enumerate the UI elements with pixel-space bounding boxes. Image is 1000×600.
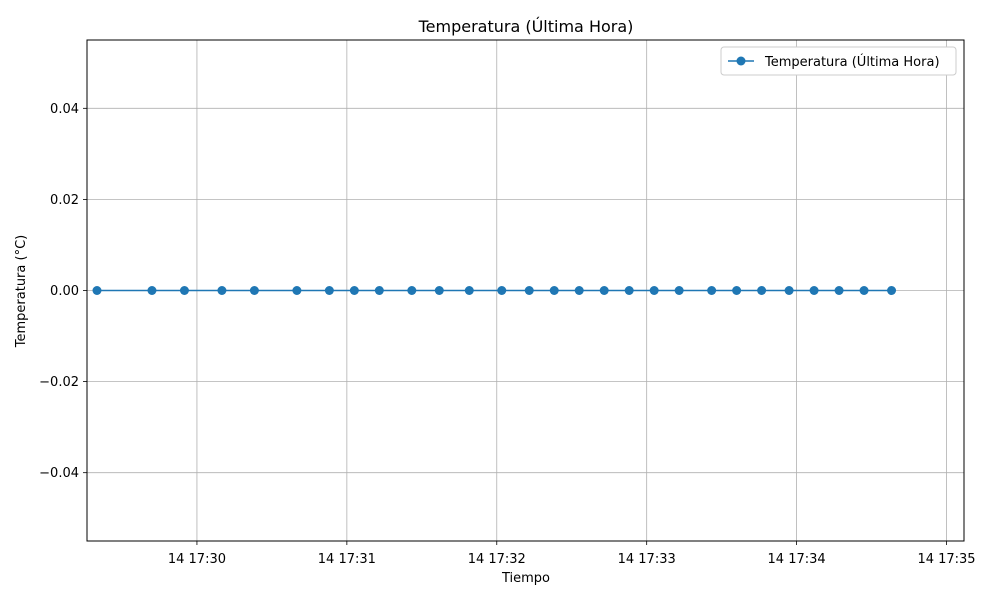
x-tick-label: 14 17:31	[318, 552, 376, 567]
y-tick-label: 0.04	[50, 102, 79, 117]
y-axis-label: Temperatura (°C)	[14, 235, 29, 348]
x-tick-label: 14 17:34	[768, 552, 826, 567]
legend-box	[720, 46, 957, 76]
data-point	[887, 286, 897, 295]
data-point	[859, 286, 869, 295]
data-point	[249, 286, 259, 295]
x-tick-label: 14 17:32	[468, 552, 526, 567]
data-point	[292, 286, 302, 295]
x-axis: 14 17:30 14 17:31 14 17:32 14 17:33 14 17:34…	[168, 541, 976, 567]
data-point	[649, 286, 659, 295]
legend: Temperatura (Última Hora)	[720, 46, 957, 76]
data-point	[349, 286, 359, 295]
data-point	[92, 286, 102, 295]
y-tick-label: −0.04	[39, 466, 79, 481]
data-point	[599, 286, 609, 295]
data-point	[464, 286, 474, 295]
x-tick-label: 14 17:35	[917, 552, 975, 567]
y-axis: −0.04 −0.02 0.00 0.02 0.04	[39, 102, 87, 481]
data-point	[324, 286, 334, 295]
series-layer	[92, 286, 897, 295]
data-point	[757, 286, 767, 295]
x-tick-label: 14 17:30	[168, 552, 226, 567]
y-tick-label: 0.02	[50, 193, 79, 208]
data-point	[217, 286, 227, 295]
data-point	[147, 286, 157, 295]
x-tick-label: 14 17:33	[618, 552, 676, 567]
data-point	[674, 286, 684, 295]
data-point	[784, 286, 794, 295]
data-point	[497, 286, 507, 295]
data-point	[434, 286, 444, 295]
data-point	[834, 286, 844, 295]
data-point	[574, 286, 584, 295]
y-tick-label: −0.02	[39, 375, 79, 390]
chart-title: Temperatura (Última Hora)	[418, 17, 634, 36]
legend-entry-label: Temperatura (Última Hora)	[764, 54, 940, 70]
data-point	[707, 286, 717, 295]
data-point	[624, 286, 634, 295]
data-point	[374, 286, 384, 295]
x-axis-label: Tiempo	[501, 571, 550, 586]
data-point	[407, 286, 417, 295]
data-point	[524, 286, 534, 295]
data-point	[732, 286, 742, 295]
data-point	[549, 286, 559, 295]
data-point	[179, 286, 189, 295]
data-point	[809, 286, 819, 295]
legend-marker-sample	[736, 56, 746, 66]
y-tick-label: 0.00	[50, 284, 79, 299]
